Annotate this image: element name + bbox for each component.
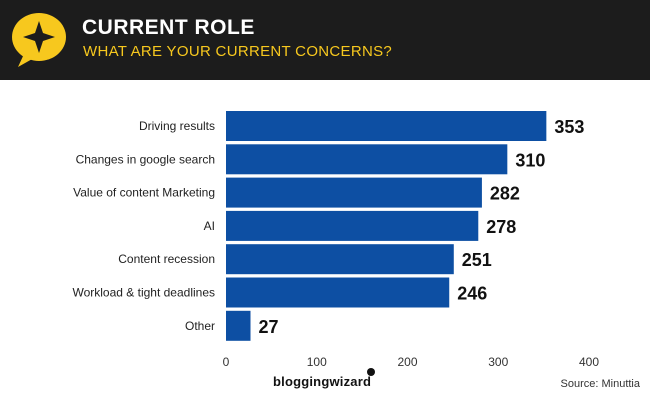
value-label: 353 xyxy=(554,117,584,137)
category-label: Driving results xyxy=(139,119,215,133)
bar xyxy=(226,177,482,208)
x-tick-label: 400 xyxy=(579,355,599,369)
category-label: Changes in google search xyxy=(76,152,215,166)
value-label: 278 xyxy=(486,217,516,237)
page-subtitle: WHAT ARE YOUR CURRENT CONCERNS? xyxy=(83,43,393,60)
x-tick-label: 300 xyxy=(488,355,508,369)
category-label: AI xyxy=(204,219,215,233)
bar xyxy=(226,244,454,275)
source-note: Source: Minuttia xyxy=(560,378,640,390)
value-label: 246 xyxy=(457,284,487,304)
bar xyxy=(226,144,508,175)
brand-logo: bloggingwizard xyxy=(273,374,372,389)
bar xyxy=(226,310,251,341)
bar-chart: Driving results 353 Changes in google sear… xyxy=(72,111,599,369)
category-label: Content recession xyxy=(118,252,215,266)
header-banner: CURRENT ROLE WHAT ARE YOUR CURRENT CONCE… xyxy=(0,0,650,80)
page-title: CURRENT ROLE xyxy=(82,16,255,39)
bar xyxy=(226,277,450,308)
category-label: Workload & tight deadlines xyxy=(72,286,215,300)
category-label: Value of content Marketing xyxy=(73,186,215,200)
value-label: 310 xyxy=(515,150,545,170)
value-label: 27 xyxy=(259,317,279,337)
x-tick-label: 0 xyxy=(223,355,230,369)
category-label: Other xyxy=(185,319,215,333)
brand-logo-mark xyxy=(367,368,375,376)
bar xyxy=(226,210,479,241)
value-label: 251 xyxy=(462,250,492,270)
star-speech-bubble-icon xyxy=(12,13,66,67)
x-tick-label: 100 xyxy=(307,355,327,369)
x-tick-label: 200 xyxy=(397,355,417,369)
value-label: 282 xyxy=(490,184,520,204)
bar xyxy=(226,111,547,141)
